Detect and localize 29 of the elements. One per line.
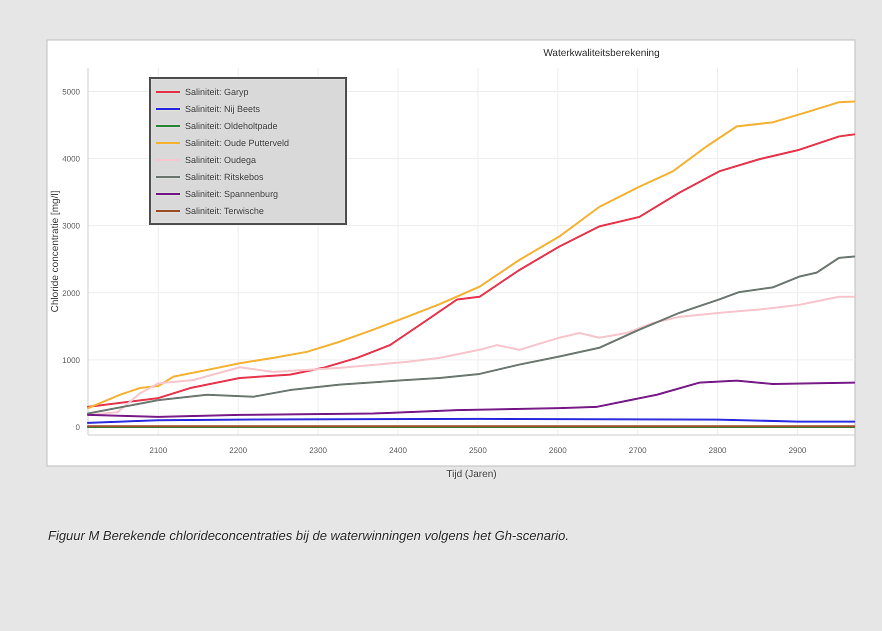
x-tick-label: 2900	[788, 446, 807, 455]
legend-label: Saliniteit: Ritskebos	[185, 172, 264, 182]
x-axis-title: Tijd (Jaren)	[446, 469, 497, 480]
y-tick-label: 0	[76, 422, 81, 432]
legend-label: Saliniteit: Terwische	[185, 206, 264, 216]
x-tick-label: 2700	[628, 446, 648, 455]
y-tick-label: 1000	[62, 356, 81, 365]
x-tick-label: 2400	[389, 446, 408, 455]
legend-label: Saliniteit: Garyp	[185, 87, 249, 97]
y-axis-title: Chloride concentratie [mg/l]	[50, 190, 61, 312]
y-tick-label: 2000	[62, 288, 81, 298]
x-tick-label: 2600	[548, 446, 568, 455]
text: Figuur M Berekende chlorideconcentraties bij de waterwinningen volgens het Gh-scenario.	[48, 528, 570, 543]
x-tick-label: 2300	[309, 446, 328, 455]
legend-label: Saliniteit: Spannenburg	[185, 189, 278, 199]
legend-label: Saliniteit: Oude Putterveld	[185, 138, 290, 148]
x-tick-label: 2100	[149, 446, 168, 455]
x-tick-label: 2800	[708, 446, 728, 455]
legend-label: Saliniteit: Oudega	[185, 155, 256, 165]
legend-label: Saliniteit: Nij Beets	[185, 104, 261, 114]
x-tick-label: 2500	[468, 446, 488, 455]
legend-label: Saliniteit: Oldeholtpade	[185, 121, 278, 131]
line-series	[87, 380, 856, 418]
x-tick-label: 2200	[229, 446, 248, 455]
chart-title: Waterkwaliteitsberekening	[543, 48, 660, 59]
y-tick-label: 4000	[62, 154, 81, 164]
y-tick-label: 3000	[62, 222, 81, 231]
line-series	[87, 256, 856, 415]
y-tick-label: 5000	[62, 87, 81, 96]
